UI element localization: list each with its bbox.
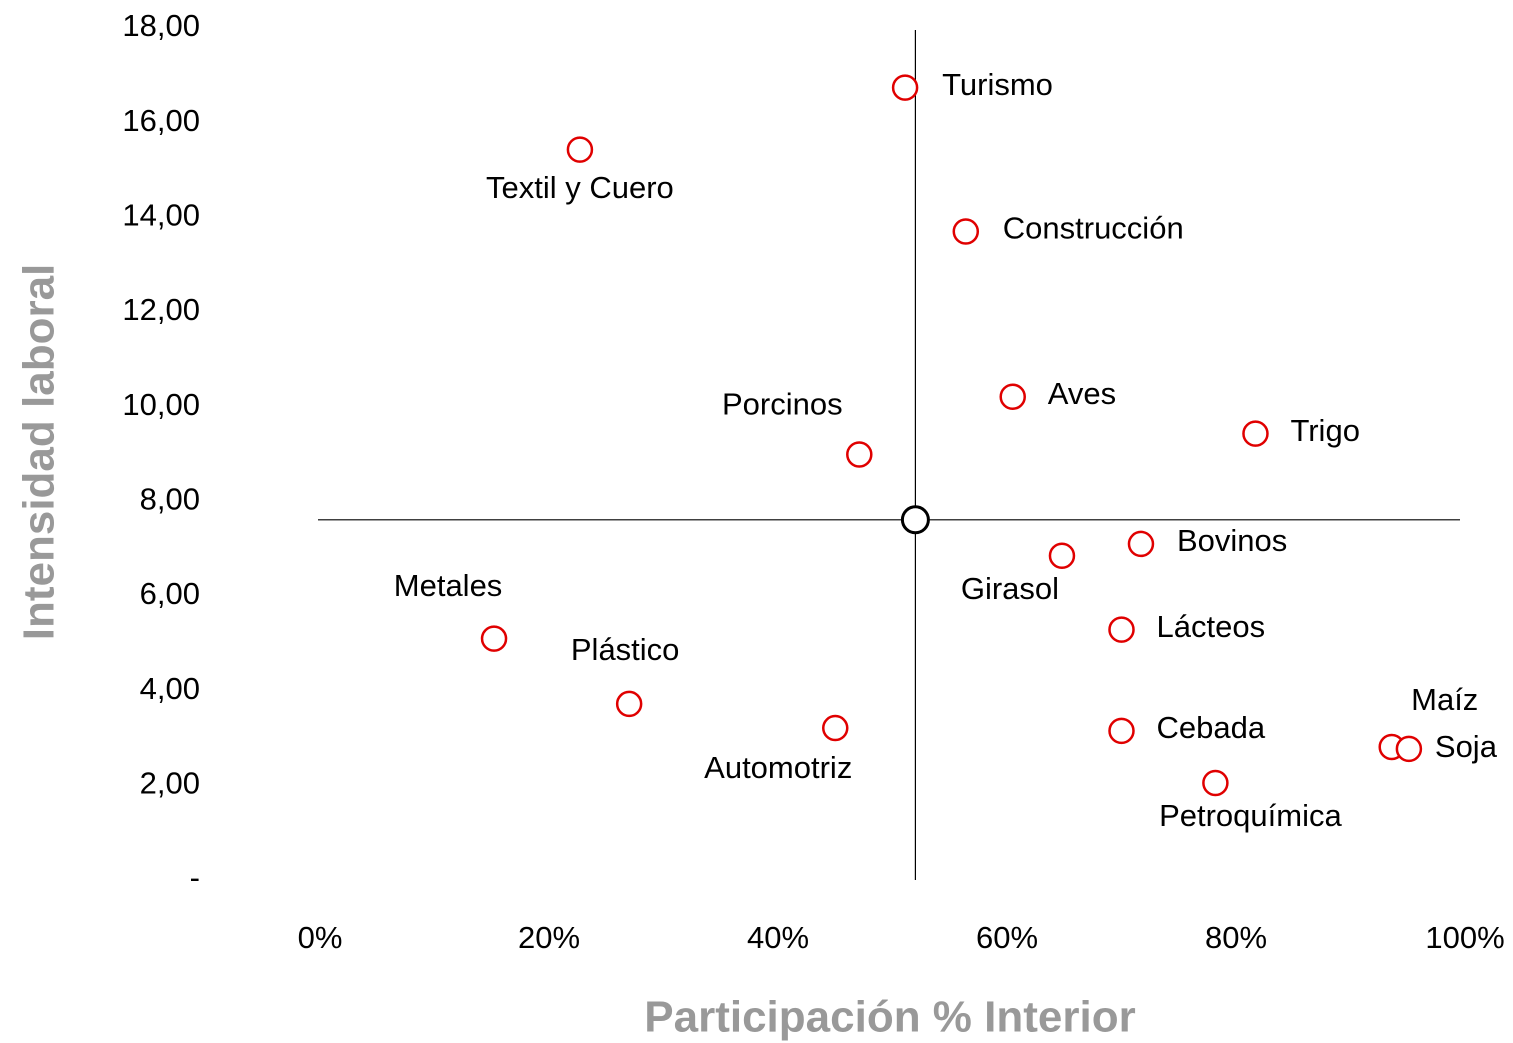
point <box>1242 420 1269 447</box>
y-tick-label: 18,00 <box>122 8 200 43</box>
point <box>1048 542 1076 570</box>
point-label: Construcción <box>1003 211 1184 246</box>
y-tick-label: 14,00 <box>122 198 200 233</box>
point <box>1395 735 1423 763</box>
point-label: Soja <box>1435 729 1498 764</box>
point <box>1127 530 1155 558</box>
point-label: Girasol <box>961 571 1059 606</box>
y-tick-label: 12,00 <box>122 292 200 327</box>
x-tick-label: 20% <box>518 920 580 955</box>
x-tick-label: 0% <box>298 920 343 955</box>
point-label: Turismo <box>942 67 1053 102</box>
point <box>1108 717 1135 745</box>
point-label: Metales <box>394 568 503 603</box>
point-label: Bovinos <box>1177 523 1287 558</box>
point-label: Aves <box>1048 376 1116 411</box>
y-tick-label: 10,00 <box>122 387 200 422</box>
point <box>846 441 873 468</box>
y-tick-label: 4,00 <box>140 671 200 706</box>
point-label: Porcinos <box>722 387 843 422</box>
y-tick-label: - <box>190 860 200 895</box>
x-tick-label: 80% <box>1205 920 1267 955</box>
point-label: Plástico <box>571 632 680 667</box>
point <box>566 136 594 163</box>
point-label: Petroquímica <box>1159 798 1342 833</box>
reference-point <box>900 505 930 535</box>
point <box>480 625 508 652</box>
point <box>1202 769 1229 797</box>
y-tick-label: 2,00 <box>140 766 200 801</box>
x-tick-label: 40% <box>747 920 809 955</box>
y-axis-title: Intensidad laboral <box>15 264 64 641</box>
x-tick-label: 100% <box>1425 920 1504 955</box>
y-tick-label: 16,00 <box>122 103 200 138</box>
x-axis-title: Participación % Interior <box>644 993 1135 1042</box>
point <box>952 218 980 245</box>
point-label: Automotriz <box>704 750 852 785</box>
y-tick-label: 6,00 <box>140 576 200 611</box>
point <box>615 690 643 718</box>
point-label: Textil y Cuero <box>486 170 674 205</box>
point-label: Lácteos <box>1157 609 1266 644</box>
point-label: Trigo <box>1290 413 1359 448</box>
point-label: Maíz <box>1411 682 1478 717</box>
point-label: Cebada <box>1157 710 1266 745</box>
point <box>822 714 849 742</box>
y-tick-label: 8,00 <box>140 482 200 517</box>
point <box>999 383 1026 410</box>
point <box>1108 616 1135 643</box>
point <box>891 74 919 101</box>
x-tick-label: 60% <box>976 920 1038 955</box>
